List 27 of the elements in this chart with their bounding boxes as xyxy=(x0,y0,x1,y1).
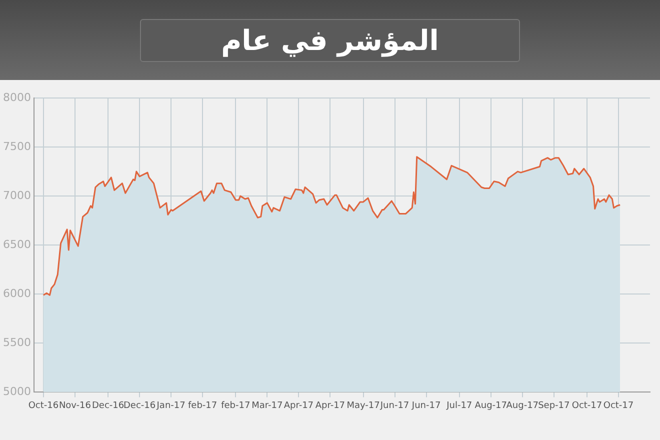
y-tick-label: 7500 xyxy=(2,140,31,153)
x-tick-label: Oct-17 xyxy=(572,400,602,411)
x-tick-label: Apr-17 xyxy=(284,400,314,411)
x-tick-label: Dec-16 xyxy=(123,400,156,411)
x-tick-label: Nov-16 xyxy=(58,400,92,411)
y-tick-label: 5500 xyxy=(2,336,31,350)
x-tick-label: May-17 xyxy=(346,400,380,411)
x-tick-label: Oct-16 xyxy=(28,400,59,411)
x-tick-label: Aug-17 xyxy=(506,400,539,411)
y-tick-label: 6500 xyxy=(2,238,31,251)
x-tick-label: Jun-17 xyxy=(410,400,441,411)
x-tick-label: Jul-17 xyxy=(446,400,472,411)
x-tick-label: feb-17 xyxy=(221,400,250,411)
x-tick-label: feb-17 xyxy=(188,400,218,411)
y-tick-label: 8000 xyxy=(2,90,31,104)
x-tick-label: Oct-17 xyxy=(603,400,634,411)
y-tick-label: 5000 xyxy=(2,385,31,398)
x-tick-label: Aug-17 xyxy=(474,400,508,411)
y-tick-label: 6000 xyxy=(2,286,31,300)
x-tick-label: Sep-17 xyxy=(538,400,570,411)
x-tick-label: Apr-17 xyxy=(315,400,346,411)
x-tick-label: Jan-17 xyxy=(156,400,186,411)
x-tick-label: Dec-16 xyxy=(92,400,124,411)
x-tick-label: Mar-17 xyxy=(252,400,283,411)
x-tick-label: Jun-17 xyxy=(379,400,410,411)
y-tick-label: 7000 xyxy=(2,188,31,202)
chart-title: المؤشر في عام xyxy=(140,18,520,62)
